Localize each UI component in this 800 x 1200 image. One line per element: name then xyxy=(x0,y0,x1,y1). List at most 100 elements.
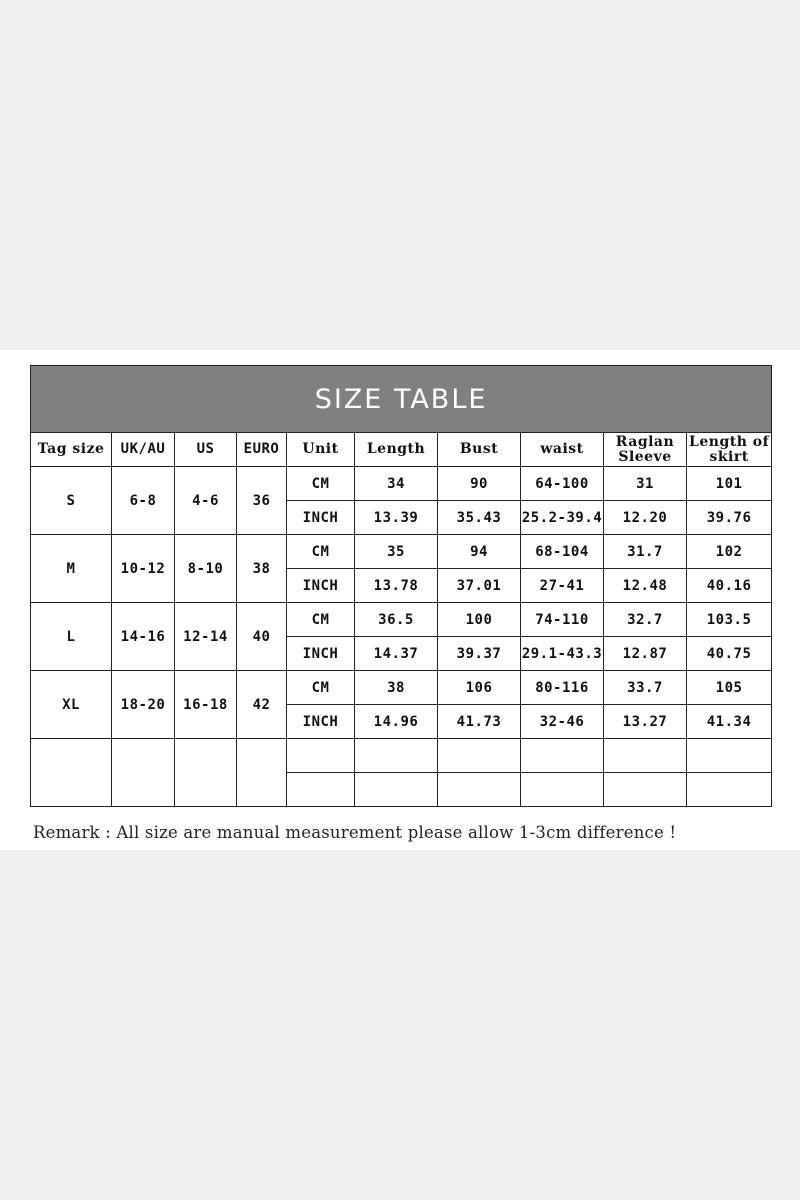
table-row: L 14-16 12-14 40 CM 36.5 100 74-110 32.7 103.5 xyxy=(30,602,773,671)
empty-cell xyxy=(685,772,773,807)
empty-cell xyxy=(520,738,604,773)
empty-cell xyxy=(603,738,687,773)
column-header: UK/AU xyxy=(111,432,175,467)
cell-euro: 40 xyxy=(236,602,287,671)
empty-cell xyxy=(685,738,773,773)
empty-row xyxy=(30,738,773,807)
cell-value: 12.20 xyxy=(603,500,687,535)
cell-value: 80-116 xyxy=(520,670,604,705)
cell-value: 90 xyxy=(437,466,521,501)
cell-value: 40.16 xyxy=(685,568,773,603)
cell-value: 68-104 xyxy=(520,534,604,569)
column-header: Raglan Sleeve xyxy=(603,432,687,467)
cell-value: 41.34 xyxy=(685,704,773,739)
cell-value: 27-41 xyxy=(520,568,604,603)
cell-tag: S xyxy=(30,466,112,535)
cell-uk-au: 18-20 xyxy=(111,670,175,739)
cell-value: 102 xyxy=(685,534,773,569)
cell-value: 14.96 xyxy=(354,704,438,739)
cell-value: 13.78 xyxy=(354,568,438,603)
empty-cell xyxy=(354,772,438,807)
table-row: INCH 13.78 37.01 27-41 12.48 40.16 xyxy=(31,568,773,603)
cell-us: 8-10 xyxy=(174,534,237,603)
column-header: Bust xyxy=(437,432,521,467)
column-header: EURO xyxy=(236,432,287,467)
cell-tag: XL xyxy=(30,670,112,739)
empty-cell xyxy=(111,738,175,807)
cell-value: 32-46 xyxy=(520,704,604,739)
cell-tag: M xyxy=(30,534,112,603)
empty-row xyxy=(31,772,773,807)
cell-value: 13.27 xyxy=(603,704,687,739)
table-row: XL 18-20 16-18 42 CM 38 106 80-116 33.7 105 xyxy=(30,670,773,739)
cell-euro: 42 xyxy=(236,670,287,739)
cell-value: 100 xyxy=(437,602,521,637)
empty-cell xyxy=(520,772,604,807)
column-header: waist xyxy=(520,432,604,467)
cell-unit: CM xyxy=(286,534,355,569)
table-row: INCH 14.37 39.37 29.1-43.3 12.87 40.75 xyxy=(31,636,773,671)
remark-text: Remark : All size are manual measurement… xyxy=(33,823,677,842)
cell-us: 4-6 xyxy=(174,466,237,535)
empty-cell xyxy=(30,738,112,807)
cell-euro: 36 xyxy=(236,466,287,535)
cell-value: 106 xyxy=(437,670,521,705)
title-row: SIZE TABLE xyxy=(29,365,773,433)
empty-cell xyxy=(437,738,521,773)
cell-tag: L xyxy=(30,602,112,671)
cell-value: 39.37 xyxy=(437,636,521,671)
cell-value: 12.48 xyxy=(603,568,687,603)
column-header: Unit xyxy=(286,432,355,467)
cell-value: 40.75 xyxy=(685,636,773,671)
empty-cell xyxy=(286,772,355,807)
column-header: Length xyxy=(354,432,438,467)
cell-value: 35 xyxy=(354,534,438,569)
cell-uk-au: 10-12 xyxy=(111,534,175,603)
cell-value: 25.2-39.4 xyxy=(520,500,604,535)
table-row: M 10-12 8-10 38 CM 35 94 68-104 31.7 102 xyxy=(30,534,773,603)
cell-value: 105 xyxy=(685,670,773,705)
cell-value: 103.5 xyxy=(685,602,773,637)
empty-cell xyxy=(603,772,687,807)
cell-unit: CM xyxy=(286,670,355,705)
cell-unit: INCH xyxy=(286,568,355,603)
column-header: US xyxy=(174,432,237,467)
cell-unit: INCH xyxy=(286,704,355,739)
cell-value: 38 xyxy=(354,670,438,705)
cell-unit: INCH xyxy=(286,636,355,671)
table-title: SIZE TABLE xyxy=(29,365,773,433)
cell-value: 14.37 xyxy=(354,636,438,671)
cell-value: 31 xyxy=(603,466,687,501)
empty-cell xyxy=(174,738,237,807)
cell-value: 94 xyxy=(437,534,521,569)
empty-cell xyxy=(286,738,355,773)
empty-cell xyxy=(236,738,287,807)
column-header: Tag size xyxy=(30,432,112,467)
cell-unit: CM xyxy=(286,466,355,501)
table-row: INCH 13.39 35.43 25.2-39.4 12.20 39.76 xyxy=(31,500,773,535)
size-table: SIZE TABLE Tag size UK/AU US EURO Unit Length… xyxy=(29,365,773,807)
cell-value: 34 xyxy=(354,466,438,501)
cell-value: 29.1-43.3 xyxy=(520,636,604,671)
cell-value: 64-100 xyxy=(520,466,604,501)
cell-value: 31.7 xyxy=(603,534,687,569)
table-row: S 6-8 4-6 36 CM 34 90 64-100 31 101 xyxy=(30,466,773,535)
cell-uk-au: 6-8 xyxy=(111,466,175,535)
cell-value: 41.73 xyxy=(437,704,521,739)
cell-value: 33.7 xyxy=(603,670,687,705)
cell-value: 12.87 xyxy=(603,636,687,671)
cell-value: 13.39 xyxy=(354,500,438,535)
table-row: INCH 14.96 41.73 32-46 13.27 41.34 xyxy=(31,704,773,739)
empty-cell xyxy=(437,772,521,807)
header-row: Tag size UK/AU US EURO Unit Length Bust waist Ra… xyxy=(30,432,773,467)
cell-us: 16-18 xyxy=(174,670,237,739)
cell-unit: CM xyxy=(286,602,355,637)
cell-value: 101 xyxy=(685,466,773,501)
cell-value: 39.76 xyxy=(685,500,773,535)
cell-value: 32.7 xyxy=(603,602,687,637)
cell-value: 35.43 xyxy=(437,500,521,535)
cell-euro: 38 xyxy=(236,534,287,603)
cell-value: 37.01 xyxy=(437,568,521,603)
cell-uk-au: 14-16 xyxy=(111,602,175,671)
cell-value: 36.5 xyxy=(354,602,438,637)
